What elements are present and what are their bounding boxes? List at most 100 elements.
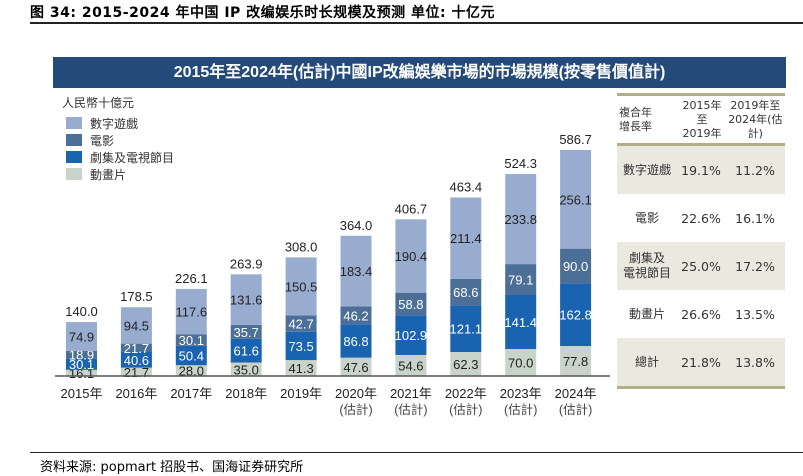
- x-tick-sublabel: (估計): [449, 402, 482, 417]
- bar-segment: [230, 325, 262, 339]
- bar-segment: [505, 294, 537, 350]
- bar-segment: [230, 362, 262, 376]
- cagr-2015-2019: 22.6%: [681, 210, 721, 226]
- bar-segment: [66, 358, 97, 370]
- total-label: 524.3: [504, 156, 537, 171]
- cagr-2019-2024: 13.8%: [735, 354, 775, 370]
- bar-segment: [120, 343, 152, 353]
- table-header: 複合年 增長率 2015年至 2019年 2019年至 2024年(估計): [617, 96, 785, 143]
- legend-swatch: [66, 168, 82, 180]
- row-label: 電影: [634, 210, 659, 225]
- bar-segment: [175, 365, 207, 376]
- x-tick-label: 2022年: [445, 386, 487, 401]
- bar-segment: [450, 197, 482, 279]
- total-label: 226.1: [175, 271, 208, 286]
- bar-segment: [560, 150, 592, 249]
- row-label: 總計: [634, 354, 659, 369]
- table-header-rule: [617, 143, 785, 146]
- legend-item: 電影: [66, 132, 174, 148]
- x-tick-sublabel: (估計): [394, 402, 427, 417]
- data-label: 79.1: [508, 272, 533, 287]
- total-label: 263.9: [230, 256, 263, 271]
- bar-segment: [340, 357, 372, 376]
- legend-swatch: [66, 151, 82, 163]
- bar-segment: [450, 352, 482, 376]
- bar-segment: [560, 346, 592, 376]
- bar-segment: [120, 352, 152, 368]
- legend-label: 數字遊戲: [90, 116, 139, 131]
- data-label: 35.0: [234, 362, 259, 377]
- x-tick-label: 2019年: [280, 386, 322, 401]
- cagr-2019-2024: 17.2%: [735, 258, 775, 274]
- cagr-2019-2024: 16.1%: [735, 210, 775, 226]
- header-cagr: 複合年 增長率: [619, 105, 652, 133]
- x-tick-sublabel: (估計): [339, 402, 372, 417]
- table-bottom-rule: [617, 386, 785, 389]
- x-tick-label: 2018年: [225, 386, 267, 401]
- bar-segment: [285, 315, 317, 332]
- row-label: 劇集及 電視節目: [622, 251, 671, 280]
- bar-segment: [560, 248, 592, 284]
- bar-segment: [450, 305, 482, 353]
- bar-segment: [230, 338, 262, 363]
- figure-title: 图 34: 2015-2024 年中国 IP 改编娱乐时长规模及预测 单位: 十…: [30, 5, 496, 21]
- data-label: 42.7: [288, 317, 313, 332]
- data-label: 68.6: [453, 285, 478, 300]
- x-tick-label: 2024年: [555, 386, 597, 401]
- cagr-2015-2019: 25.0%: [681, 258, 721, 274]
- table-row: 數字遊戲 19.1% 11.2%: [617, 146, 785, 194]
- x-tick-label: 2023年: [500, 386, 542, 401]
- cagr-2019-2024: 13.5%: [735, 306, 775, 322]
- data-label: 46.2: [343, 308, 368, 323]
- table-top-rule: [617, 93, 785, 96]
- x-tick-sublabel: (估計): [504, 402, 537, 417]
- row-label: 數字遊戲: [622, 162, 671, 177]
- x-tick-sublabel: (估計): [559, 402, 592, 417]
- row-label: 動畫片: [628, 306, 665, 321]
- data-label: 256.1: [559, 192, 592, 207]
- data-label: 35.7: [234, 325, 259, 340]
- data-label: 50.4: [179, 349, 204, 364]
- data-label: 41.3: [288, 361, 313, 376]
- cagr-2015-2019: 26.6%: [681, 306, 721, 322]
- data-label: 77.8: [563, 354, 588, 369]
- bar-segment: [285, 331, 317, 361]
- bar-segment: [175, 334, 207, 346]
- bar-segment: [505, 264, 537, 295]
- total-label: 178.5: [120, 289, 153, 304]
- bar-segment: [395, 354, 427, 376]
- x-tick-label: 2020年: [335, 386, 377, 401]
- source-rule: [30, 452, 803, 453]
- total-label: 406.7: [395, 201, 428, 216]
- data-label: 211.4: [450, 231, 482, 246]
- bar-segment: [175, 288, 207, 335]
- bar-segment: [560, 283, 592, 347]
- bar-segment: [120, 367, 152, 376]
- data-label: 117.6: [176, 305, 208, 320]
- bar-segment: [450, 278, 482, 306]
- data-label: 62.3: [453, 357, 478, 372]
- data-label: 40.6: [124, 353, 149, 368]
- data-label: 21.7: [124, 341, 149, 356]
- x-tick-label: 2016年: [115, 386, 157, 401]
- x-tick-label: 2015年: [61, 386, 103, 401]
- legend-swatch: [66, 134, 82, 146]
- data-label: 141.4: [504, 315, 537, 330]
- bar-segment: [505, 349, 537, 376]
- bar-segment: [395, 292, 427, 316]
- data-label: 150.5: [285, 279, 318, 294]
- data-label: 94.5: [124, 318, 149, 333]
- data-label: 47.6: [343, 360, 368, 375]
- data-label: 30.1: [179, 333, 204, 348]
- legend-label: 劇集及電視節目: [90, 150, 175, 165]
- legend-label: 電影: [90, 133, 115, 148]
- data-label: 18.9: [69, 348, 94, 363]
- bar-segment: [505, 174, 537, 265]
- legend-label: 動畫片: [90, 167, 127, 182]
- bar-segment: [230, 274, 262, 326]
- bar-segment: [395, 219, 427, 293]
- data-label: 30.1: [69, 357, 94, 372]
- bar-segment: [66, 369, 97, 376]
- table-row: 劇集及 電視節目 25.0% 17.2%: [617, 242, 785, 290]
